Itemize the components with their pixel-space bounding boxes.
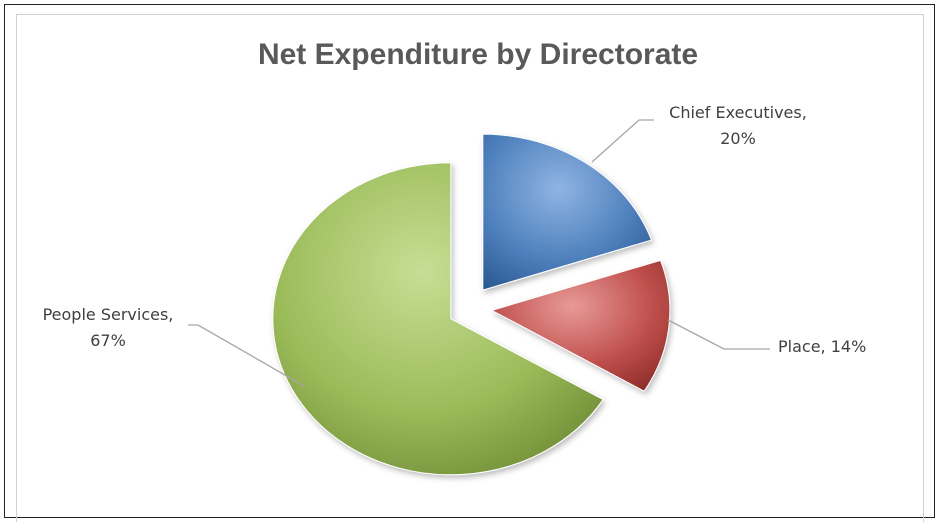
pie-slice-people-services xyxy=(272,162,604,476)
pie-slice-chief-executives xyxy=(482,133,653,291)
chart-area xyxy=(16,14,924,522)
data-label: Chief Executives, xyxy=(669,103,807,122)
leader-line xyxy=(667,319,770,350)
chart-title: Net Expenditure by Directorate xyxy=(258,38,698,71)
leader-line xyxy=(591,119,654,163)
data-label-value: 67% xyxy=(90,331,126,350)
data-label: Place, 14% xyxy=(778,337,866,356)
data-label: People Services, xyxy=(43,305,174,324)
data-label-value: 20% xyxy=(720,129,756,148)
pie-slice-place xyxy=(490,259,671,392)
leader-line xyxy=(188,324,305,387)
